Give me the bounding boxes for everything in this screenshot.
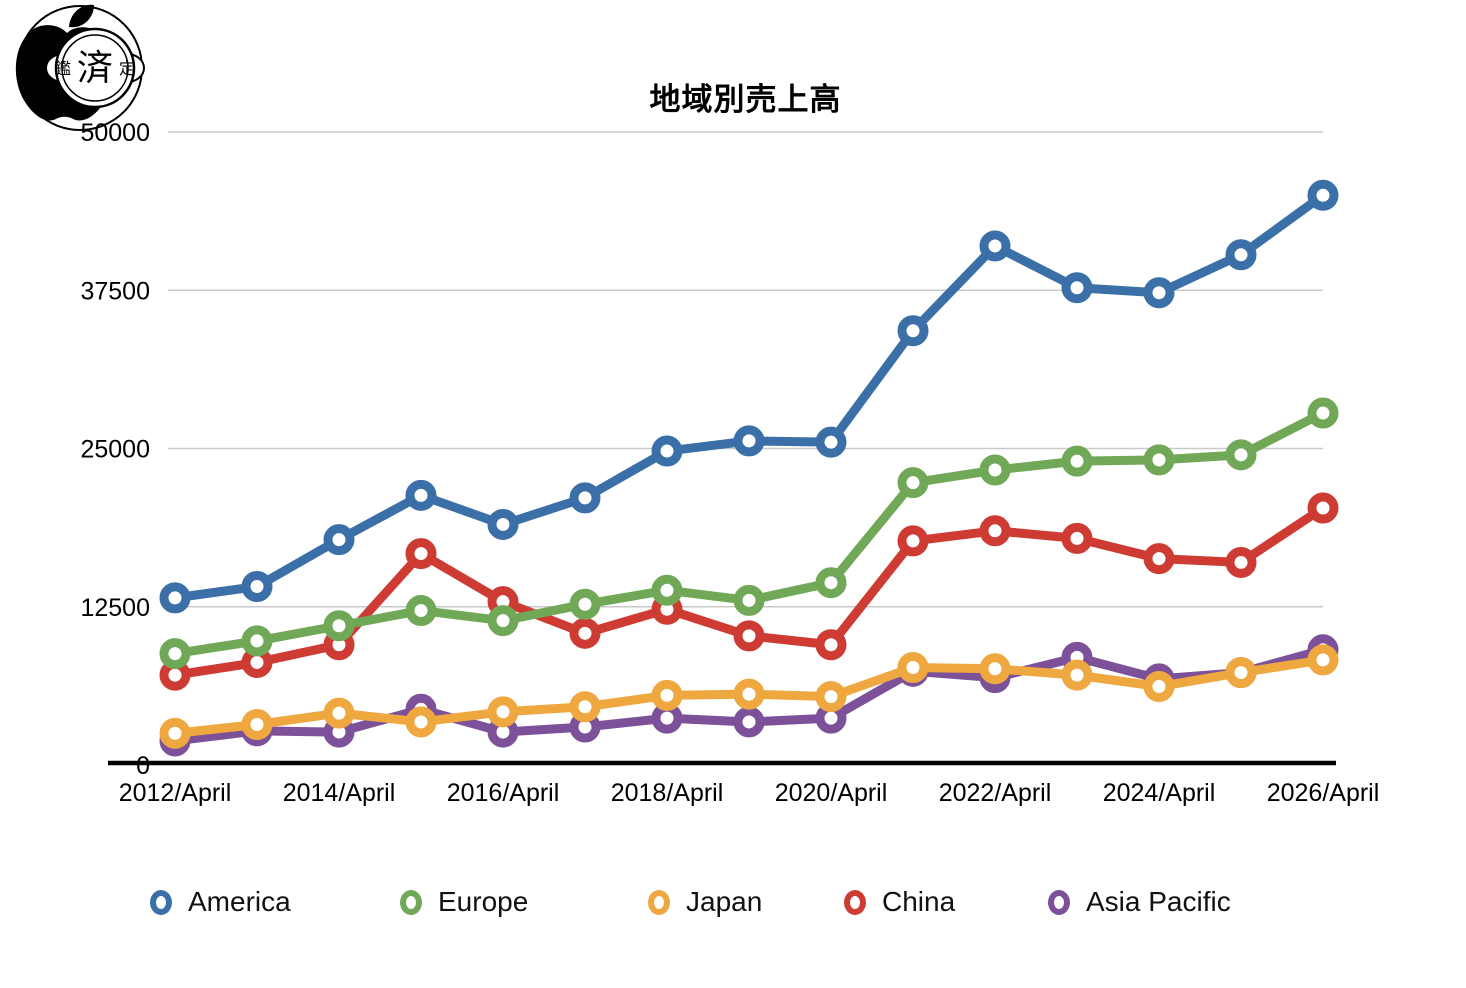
point-europe-2024: [1143, 444, 1175, 476]
point-japan-2014: [323, 697, 355, 729]
point-china-2021: [897, 525, 929, 557]
series-europe: [159, 397, 1339, 670]
point-america-2014: [323, 524, 355, 556]
approval-stamp-logo: 鑑 済 定: [15, 4, 145, 131]
legend-marker-china-icon: [844, 889, 866, 915]
point-japan-2020: [815, 681, 847, 713]
point-japan-2015: [405, 706, 437, 738]
series-china: [159, 492, 1339, 691]
point-america-2021: [897, 315, 929, 347]
point-europe-2025: [1225, 439, 1257, 471]
point-china-2019: [733, 620, 765, 652]
point-europe-2014: [323, 610, 355, 642]
x-tick-label-2022: 2022/April: [939, 779, 1052, 807]
point-america-2024: [1143, 277, 1175, 309]
point-china-2017: [569, 617, 601, 649]
point-america-2026: [1307, 179, 1339, 211]
legend-item-china: China: [844, 882, 955, 922]
point-japan-2022: [979, 653, 1011, 685]
point-japan-2013: [241, 708, 273, 740]
series-america: [159, 179, 1339, 614]
legend-label-asia-pacific: Asia Pacific: [1086, 886, 1231, 917]
point-japan-2023: [1061, 659, 1093, 691]
point-asia-pacific-2019: [733, 706, 765, 738]
y-tick-label-25000: 25000: [80, 436, 150, 464]
x-tick-label-2012: 2012/April: [119, 779, 232, 807]
point-europe-2016: [487, 605, 519, 637]
point-america-2017: [569, 482, 601, 514]
point-america-2013: [241, 570, 273, 602]
point-china-2020: [815, 629, 847, 661]
point-europe-2018: [651, 574, 683, 606]
point-japan-2025: [1225, 657, 1257, 689]
point-japan-2026: [1307, 644, 1339, 676]
x-tick-label-2020: 2020/April: [775, 779, 888, 807]
stamp-char-left: 鑑: [55, 60, 71, 78]
point-europe-2015: [405, 595, 437, 627]
x-tick-label-2014: 2014/April: [283, 779, 396, 807]
legend-marker-america-icon: [150, 889, 172, 915]
point-china-2024: [1143, 543, 1175, 575]
point-america-2016: [487, 508, 519, 540]
x-tick-label-2016: 2016/April: [447, 779, 560, 807]
point-japan-2021: [897, 652, 929, 684]
legend-label-china: China: [882, 886, 956, 917]
point-china-2026: [1307, 492, 1339, 524]
point-europe-2023: [1061, 445, 1093, 477]
legend-marker-asia-pacific-icon: [1048, 889, 1070, 915]
y-tick-label-12500: 12500: [80, 594, 150, 622]
point-america-2018: [651, 435, 683, 467]
chart-legend: America Europe Japan China Asia Pacific: [0, 882, 1466, 926]
x-tick-label-2018: 2018/April: [611, 779, 724, 807]
point-japan-2017: [569, 691, 601, 723]
point-america-2012: [159, 582, 191, 614]
point-japan-2024: [1143, 671, 1175, 703]
point-america-2025: [1225, 239, 1257, 271]
point-europe-2021: [897, 467, 929, 499]
series-japan: [159, 644, 1339, 749]
point-europe-2019: [733, 584, 765, 616]
legend-item-asia-pacific: Asia Pacific: [1048, 882, 1231, 922]
y-tick-label-0: 0: [136, 752, 150, 780]
point-japan-2018: [651, 679, 683, 711]
point-europe-2022: [979, 454, 1011, 486]
point-europe-2012: [159, 638, 191, 670]
y-tick-label-50000: 50000: [80, 119, 150, 147]
point-china-2022: [979, 515, 1011, 547]
point-europe-2013: [241, 625, 273, 657]
point-japan-2019: [733, 678, 765, 710]
point-china-2023: [1061, 522, 1093, 554]
point-china-2025: [1225, 546, 1257, 578]
legend-label-europe: Europe: [438, 886, 529, 917]
point-japan-2016: [487, 696, 519, 728]
point-europe-2020: [815, 567, 847, 599]
point-china-2015: [405, 538, 437, 570]
x-tick-label-2024: 2024/April: [1103, 779, 1216, 807]
legend-label-japan: Japan: [686, 886, 763, 917]
legend-label-america: America: [188, 886, 291, 917]
stamp-char-right: 定: [119, 60, 135, 78]
point-america-2022: [979, 230, 1011, 262]
point-america-2015: [405, 479, 437, 511]
legend-item-america: America: [150, 882, 291, 922]
legend-item-japan: Japan: [648, 882, 762, 922]
legend-item-europe: Europe: [400, 882, 528, 922]
point-europe-2026: [1307, 397, 1339, 429]
kantei-zumi-stamp: 鑑 済 定: [45, 27, 145, 109]
x-tick-label-2026: 2026/April: [1267, 779, 1380, 807]
y-tick-label-37500: 37500: [80, 277, 150, 305]
point-japan-2012: [159, 717, 191, 749]
point-america-2020: [815, 426, 847, 458]
legend-marker-europe-icon: [400, 889, 422, 915]
point-europe-2017: [569, 588, 601, 620]
chart-title: 地域別売上高: [649, 82, 842, 117]
point-america-2019: [733, 425, 765, 457]
stamp-char-center: 済: [77, 47, 113, 88]
point-america-2023: [1061, 272, 1093, 304]
legend-marker-japan-icon: [648, 889, 670, 915]
